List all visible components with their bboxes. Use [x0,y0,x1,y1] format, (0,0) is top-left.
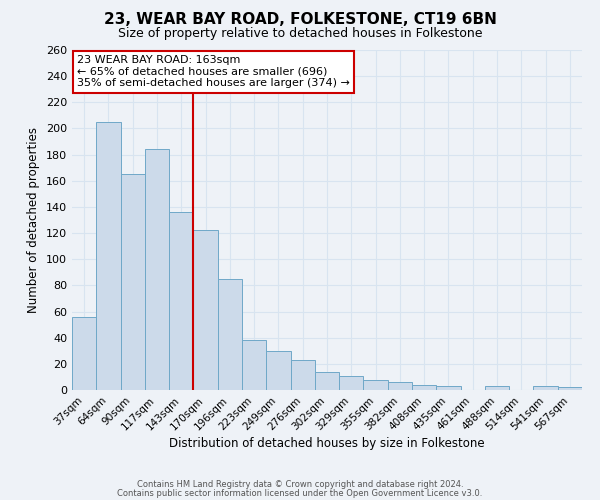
Bar [121,174,145,390]
Bar [436,386,461,390]
Bar [364,380,388,390]
Bar [388,382,412,390]
Bar [290,360,315,390]
Bar [412,385,436,390]
Bar [339,376,364,390]
Bar [315,372,339,390]
Bar [193,230,218,390]
Bar [242,340,266,390]
Bar [533,386,558,390]
Bar [145,150,169,390]
Text: Contains HM Land Registry data © Crown copyright and database right 2024.: Contains HM Land Registry data © Crown c… [137,480,463,489]
Bar [96,122,121,390]
Text: 23, WEAR BAY ROAD, FOLKESTONE, CT19 6BN: 23, WEAR BAY ROAD, FOLKESTONE, CT19 6BN [104,12,496,28]
X-axis label: Distribution of detached houses by size in Folkestone: Distribution of detached houses by size … [169,438,485,450]
Bar [485,386,509,390]
Bar [218,279,242,390]
Text: Size of property relative to detached houses in Folkestone: Size of property relative to detached ho… [118,28,482,40]
Text: Contains public sector information licensed under the Open Government Licence v3: Contains public sector information licen… [118,489,482,498]
Bar [72,317,96,390]
Text: 23 WEAR BAY ROAD: 163sqm
← 65% of detached houses are smaller (696)
35% of semi-: 23 WEAR BAY ROAD: 163sqm ← 65% of detach… [77,55,350,88]
Bar [266,351,290,390]
Bar [169,212,193,390]
Bar [558,388,582,390]
Y-axis label: Number of detached properties: Number of detached properties [28,127,40,313]
